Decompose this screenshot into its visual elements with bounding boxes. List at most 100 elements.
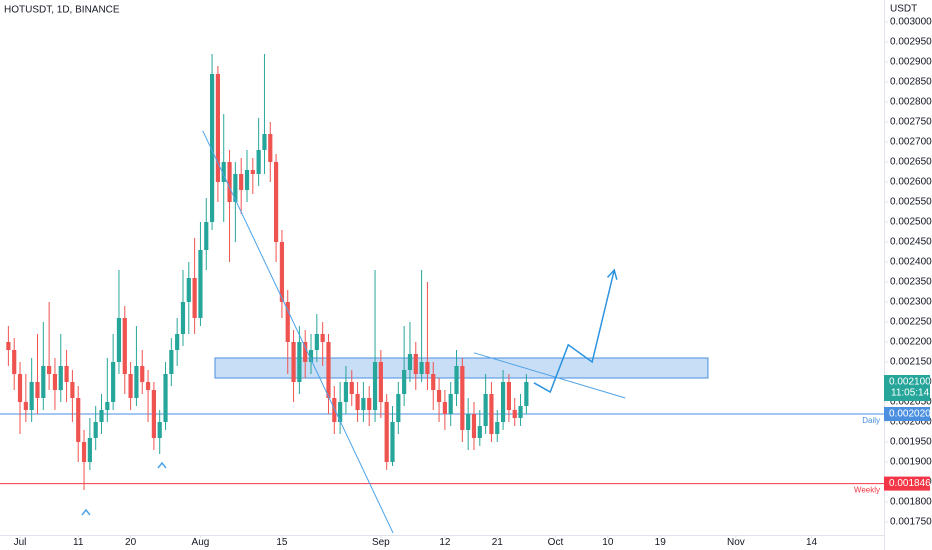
candle-body	[489, 394, 494, 434]
candle-body	[320, 334, 325, 342]
y-tick-label: 0.002950	[890, 37, 932, 48]
x-tick-label: 20	[125, 537, 137, 548]
y-tick-label: 0.002450	[890, 237, 932, 248]
candle-body	[343, 382, 349, 402]
marker	[81, 508, 91, 516]
y-tick-label: 0.002300	[890, 297, 932, 308]
axis-unit: USDT	[890, 4, 917, 15]
candle-body	[367, 398, 372, 410]
candle-body	[436, 390, 442, 402]
candle-body	[361, 398, 366, 410]
last-price-label: 0.002100	[889, 377, 931, 388]
candle-body	[192, 278, 197, 318]
marker	[157, 461, 167, 469]
x-tick-label: Oct	[548, 537, 564, 548]
candle-body	[17, 374, 23, 402]
y-tick-label: 0.001900	[890, 457, 932, 468]
projection-path	[533, 269, 615, 394]
candle-body	[396, 394, 401, 422]
y-tick-label: 0.002150	[890, 357, 932, 368]
candle-body	[466, 414, 471, 430]
candle-body	[524, 382, 529, 406]
price-tag	[884, 407, 930, 421]
price-tag-label: 0.002020	[889, 409, 931, 420]
candle-body	[52, 374, 58, 390]
candle-body	[413, 354, 418, 374]
candle-body	[186, 278, 191, 302]
candle-body	[332, 398, 337, 422]
y-tick-label: 0.002600	[890, 177, 932, 188]
candle-body	[268, 134, 273, 162]
y-tick-label: 0.001950	[890, 437, 932, 448]
candle-body	[285, 302, 290, 342]
candle-body	[140, 366, 145, 382]
y-tick-label: 0.002750	[890, 117, 932, 128]
y-tick-label: 0.001750	[890, 517, 932, 528]
candle-body	[198, 250, 203, 318]
countdown: 11:05:14	[891, 388, 930, 399]
chart-title: HOTUSDT, 1D, BINANCE	[4, 5, 120, 16]
candle-body	[378, 362, 383, 402]
candle-body	[12, 350, 17, 374]
y-tick-label: 0.002850	[890, 77, 932, 88]
y-tick-label: 0.002400	[890, 257, 932, 268]
candle-body	[303, 342, 308, 362]
candle-body	[29, 382, 34, 410]
candle-body	[402, 370, 407, 394]
candle-body	[250, 170, 255, 174]
candle-body	[471, 414, 477, 438]
candle-body	[256, 150, 261, 174]
candle-body	[407, 354, 413, 370]
candle-body	[338, 402, 343, 422]
y-tick-label: 0.002900	[890, 57, 932, 68]
x-tick-label: 19	[655, 537, 667, 548]
y-tick-label: 0.002200	[890, 337, 932, 348]
candle-body	[215, 74, 221, 182]
candle-body	[274, 162, 279, 242]
candle-body	[151, 390, 156, 438]
candle-body	[244, 170, 250, 190]
candle-body	[372, 362, 378, 410]
candle-body	[163, 374, 168, 422]
y-tick-label: 0.002800	[890, 97, 932, 108]
x-tick-label: 15	[276, 537, 288, 548]
candle-body	[512, 410, 517, 418]
candle-body	[239, 174, 244, 190]
candle-body	[47, 366, 52, 374]
candle-body	[419, 362, 424, 374]
y-tick-label: 0.002700	[890, 137, 932, 148]
candle-body	[460, 366, 465, 430]
candle-body	[384, 402, 389, 462]
y-tick-label: 0.002250	[890, 317, 932, 328]
x-tick-label: 12	[439, 537, 451, 548]
candle-body	[431, 374, 436, 390]
x-tick-label: Sep	[372, 537, 390, 548]
candle-body	[76, 398, 81, 442]
candle-body	[105, 402, 110, 410]
candle-body	[111, 362, 116, 402]
candle-body	[70, 382, 75, 398]
candle-body	[297, 342, 302, 382]
candle-body	[116, 318, 122, 362]
candle-body	[291, 342, 296, 382]
candle-body	[145, 382, 151, 390]
x-tick-label: 14	[806, 537, 818, 548]
candle-body	[308, 350, 314, 362]
candle-body	[204, 222, 209, 250]
x-tick-label: Nov	[727, 537, 745, 548]
candle-body	[326, 342, 331, 398]
y-tick-label: 0.002550	[890, 197, 932, 208]
candle-body	[390, 422, 395, 462]
candle-body	[180, 302, 186, 334]
candle-body	[262, 134, 267, 150]
arrow-head	[606, 268, 618, 280]
y-tick-label: 0.001800	[890, 497, 932, 508]
candle-body	[227, 162, 232, 202]
candle-body	[93, 422, 98, 438]
candle-body	[134, 366, 139, 398]
price-tag-label: 0.001846	[889, 478, 931, 489]
y-tick-label: 0.002050	[890, 397, 932, 408]
candle-body	[425, 362, 430, 374]
